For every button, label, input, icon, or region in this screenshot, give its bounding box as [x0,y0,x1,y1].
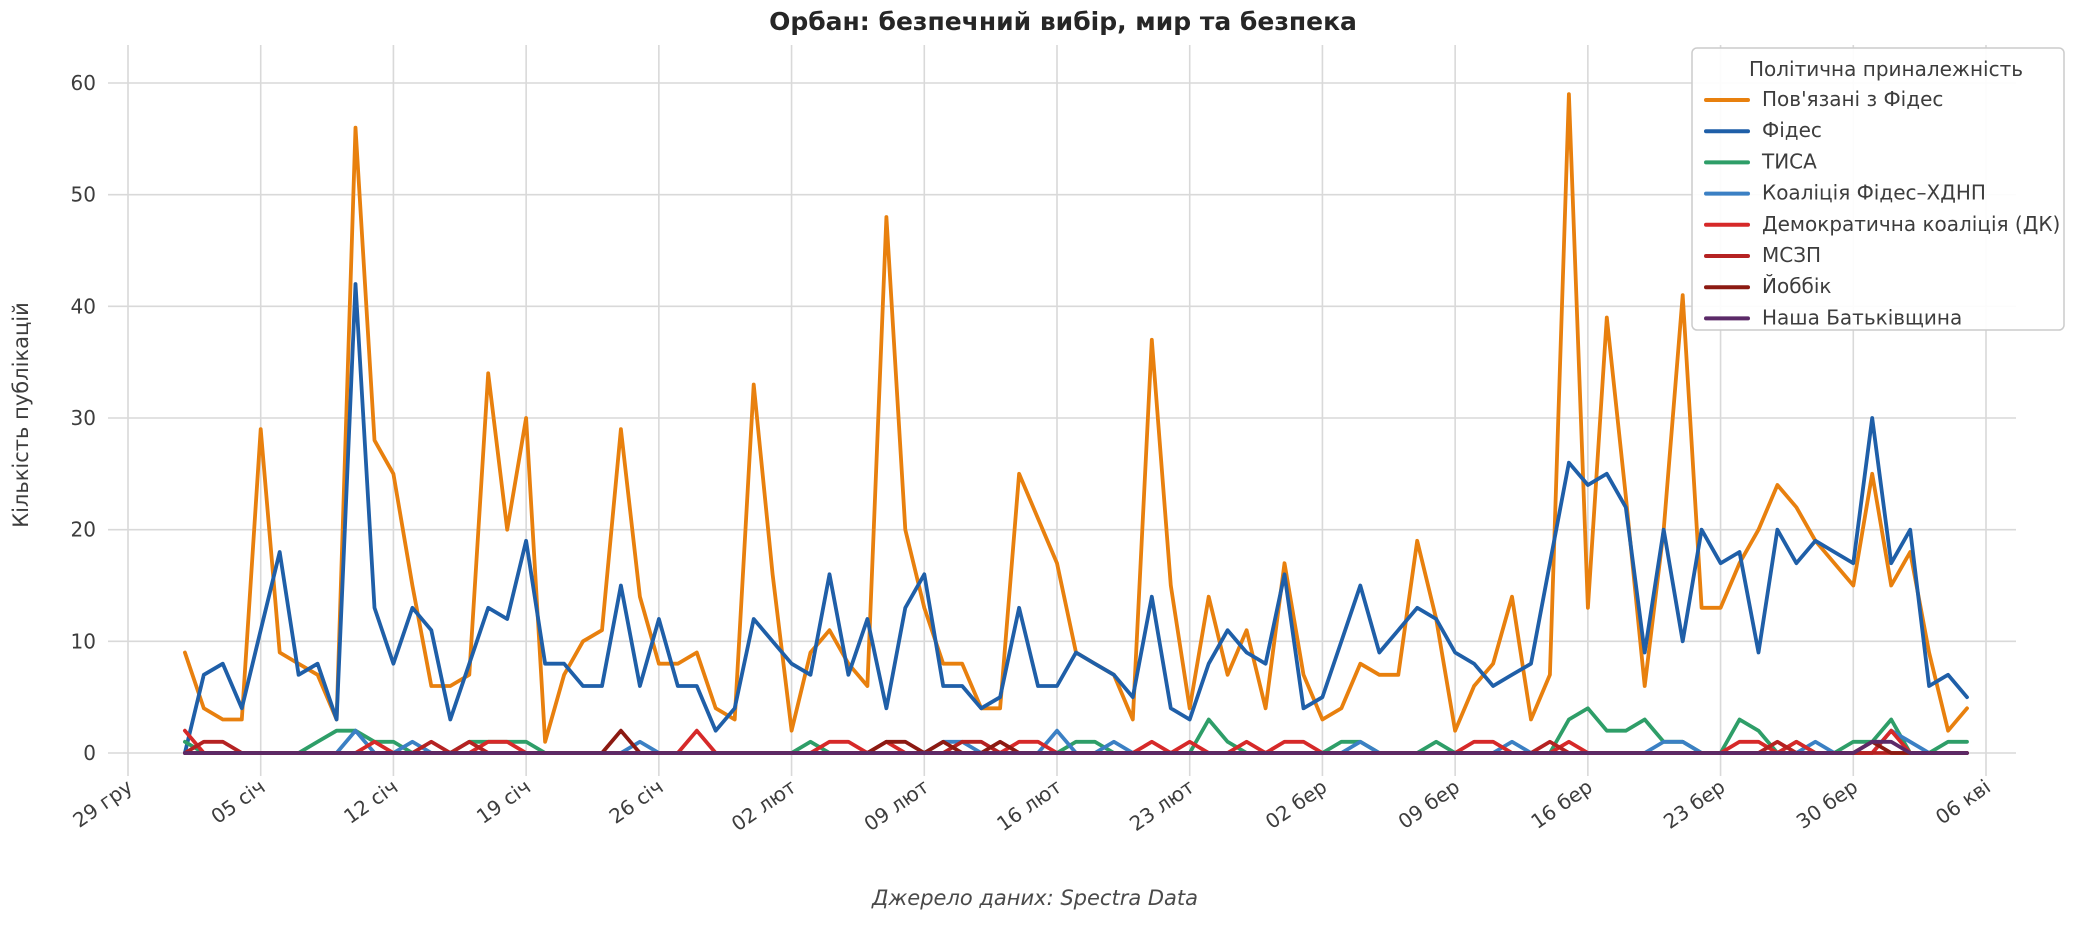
legend-item-label: Йоббік [1762,274,1832,298]
legend-item-label: МСЗП [1762,243,1821,267]
x-tick-label: 05 січ [207,774,270,828]
y-tick-label: 20 [71,518,96,542]
y-tick-label: 10 [71,629,96,653]
legend-item[interactable]: Демократична коаліція (ДК) [1704,212,2060,236]
legend-item-label: ТИСА [1761,149,1817,173]
legend-item-label: Пов'язані з Фідес [1762,87,1943,111]
source-note: Джерело даних: Spectra Data [871,886,1198,910]
x-tick-label: 06 кві [1931,774,1995,829]
y-axis: 0 10 20 30 40 50 60 [71,71,96,765]
legend-item[interactable]: Фідес [1704,118,1822,142]
legend-item-label: Фідес [1762,118,1822,142]
x-tick-label: 23 бер [1659,774,1729,833]
legend: Політична приналежність Пов'язані з Фідес… [1691,47,2065,331]
chart-title: Орбан: безпечний вибір, мир та безпека [769,7,1357,36]
legend-item-label: Коаліція Фідес–ХДНП [1762,181,1986,205]
legend-box [1691,47,2065,331]
y-tick-label: 0 [83,741,96,765]
x-tick-label: 16 бер [1526,774,1596,833]
series-layer [182,92,1969,755]
x-tick-label: 16 лют [992,774,1066,836]
legend-item[interactable]: Наша Батьківщина [1704,305,1962,329]
y-tick-label: 50 [71,183,96,207]
legend-item[interactable]: Пов'язані з Фідес [1704,87,1943,111]
legend-item[interactable]: Йоббік [1704,274,1832,298]
y-tick-label: 60 [71,71,96,95]
x-tick-label: 19 січ [472,774,535,828]
grid-layer [108,45,2016,776]
x-tick-label: 09 бер [1394,774,1464,833]
series-line-Фідес [182,282,1969,755]
legend-item[interactable]: МСЗП [1704,243,1821,267]
legend-item-label: Демократична коаліція (ДК) [1762,212,2060,236]
series-line-Наша Батьківщина [182,739,1969,755]
legend-item[interactable]: ТИСА [1704,149,1817,173]
x-tick-label: 29 гру [68,774,137,832]
x-tick-label: 02 бер [1261,774,1331,833]
y-tick-label: 40 [71,294,96,318]
x-tick-label: 02 лют [727,774,801,836]
x-axis: 29 гру 05 січ 12 січ 19 січ 26 січ 02 лют 09 л… [68,774,1995,836]
legend-item-label: Наша Батьківщина [1762,305,1962,329]
y-tick-label: 30 [71,406,96,430]
x-tick-label: 12 січ [339,774,402,828]
x-tick-label: 30 бер [1792,774,1862,833]
y-axis-label: Кількість публікацій [9,302,33,528]
x-tick-label: 26 січ [605,774,668,828]
x-tick-label: 23 лют [1125,774,1199,836]
x-tick-label: 09 лют [860,774,934,836]
legend-title: Політична приналежність [1749,57,2023,81]
legend-item[interactable]: Коаліція Фідес–ХДНП [1704,181,1986,205]
